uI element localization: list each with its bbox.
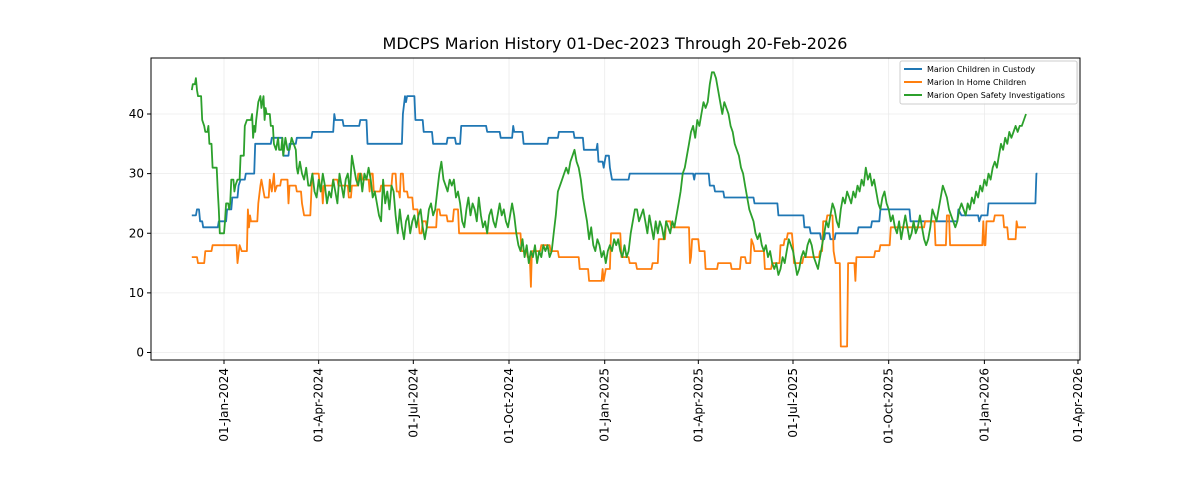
y-tick-label: 0 (136, 346, 144, 360)
x-tick-label: 01-Jan-2025 (598, 368, 612, 442)
x-axis: 01-Jan-2024 01-Apr-2024 01-Jul-2024 01-Oct-… (217, 360, 1085, 444)
grid (151, 58, 1080, 360)
x-tick-label: 01-Apr-2026 (1071, 368, 1085, 442)
chart-title: MDCPS Marion History 01-Dec-2023 Through… (383, 34, 848, 53)
legend-label-in-home: Marion In Home Children (927, 78, 1026, 87)
y-axis: 0 10 20 30 40 (129, 107, 151, 360)
series-line-custody (191, 95, 1038, 241)
y-tick-label: 20 (129, 226, 144, 240)
legend: Marion Children in Custody Marion In Hom… (899, 60, 1078, 105)
x-tick-label: 01-Oct-2024 (502, 368, 516, 444)
x-tick-label: 01-Apr-2024 (312, 368, 326, 442)
y-tick-label: 10 (129, 286, 144, 300)
x-tick-label: 01-Apr-2025 (691, 368, 705, 442)
series-line-investigations (190, 71, 1027, 276)
legend-box (899, 60, 1078, 105)
legend-label-custody: Marion Children in Custody (927, 65, 1035, 74)
y-tick-label: 30 (129, 167, 144, 181)
x-tick-label: 01-Jan-2024 (217, 368, 231, 442)
y-tick-label: 40 (129, 107, 144, 121)
x-tick-label: 01-Jul-2025 (786, 368, 800, 438)
x-tick-label: 01-Oct-2025 (882, 368, 896, 444)
x-tick-label: 01-Jan-2026 (977, 368, 991, 442)
plot-frame (150, 57, 1081, 361)
series-line-in-home (191, 172, 1026, 348)
series-layer (190, 71, 1038, 348)
x-tick-label: 01-Jul-2024 (406, 368, 420, 438)
legend-label-investigations: Marion Open Safety Investigations (927, 91, 1065, 100)
